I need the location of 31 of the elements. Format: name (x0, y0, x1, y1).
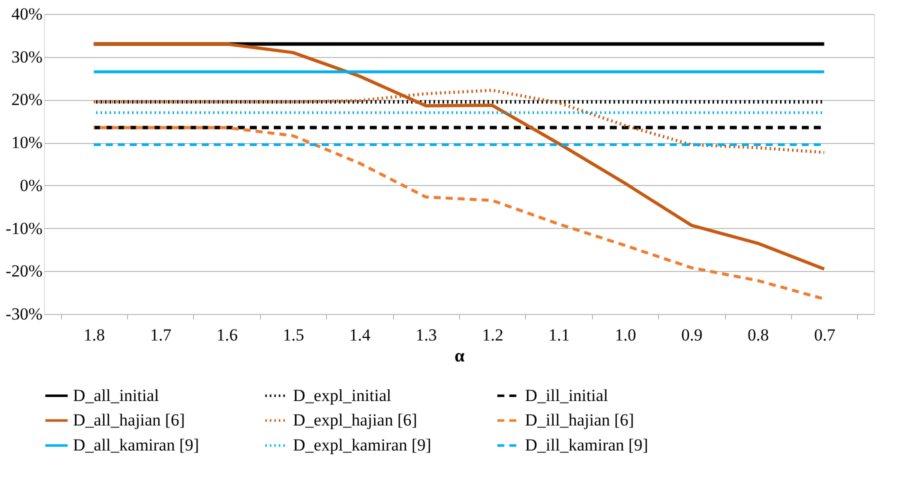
x-tick-label: 0.7 (814, 326, 836, 344)
legend-label: D_all_hajian [6] (73, 410, 185, 430)
x-tick-label: 1.0 (614, 326, 636, 344)
x-tick-label: 1.5 (282, 326, 304, 344)
y-tick-label: -20% (6, 262, 42, 281)
legend-label: D_ill_initial (525, 386, 608, 405)
y-tick-label: 30% (11, 47, 42, 66)
x-tick-label: 1.8 (84, 326, 105, 344)
legend-label: D_all_kamiran [9] (73, 436, 200, 454)
legend-label: D_expl_hajian [6] (293, 410, 418, 430)
x-tick-label: 1.2 (482, 326, 504, 344)
x-tick-label: 1.6 (216, 326, 238, 344)
legend-label: D_ill_hajian [6] (525, 410, 634, 430)
legend-label: D_ill_kamiran [9] (525, 436, 648, 454)
legend-label: D_expl_initial (293, 386, 392, 405)
legend-label: D_all_initial (73, 386, 160, 405)
y-tick-label: 0% (20, 176, 42, 195)
y-tick-label: 10% (11, 133, 42, 152)
x-tick-label: 1.1 (548, 326, 570, 344)
y-tick-label: 20% (11, 90, 42, 110)
x-axis-title: α (454, 346, 465, 366)
x-tick-label: 1.7 (150, 326, 172, 344)
y-tick-label: -10% (6, 218, 42, 238)
legend-label: D_expl_kamiran [9] (293, 436, 432, 454)
x-tick-label: 0.8 (748, 326, 769, 344)
y-tick-label: -30% (6, 304, 42, 324)
y-tick-label: 40% (11, 4, 42, 24)
x-tick-label: 1.4 (349, 326, 372, 344)
line-series (92, 42, 826, 271)
x-tick-label: 0.9 (681, 326, 703, 344)
x-tick-label: 1.3 (416, 326, 437, 344)
